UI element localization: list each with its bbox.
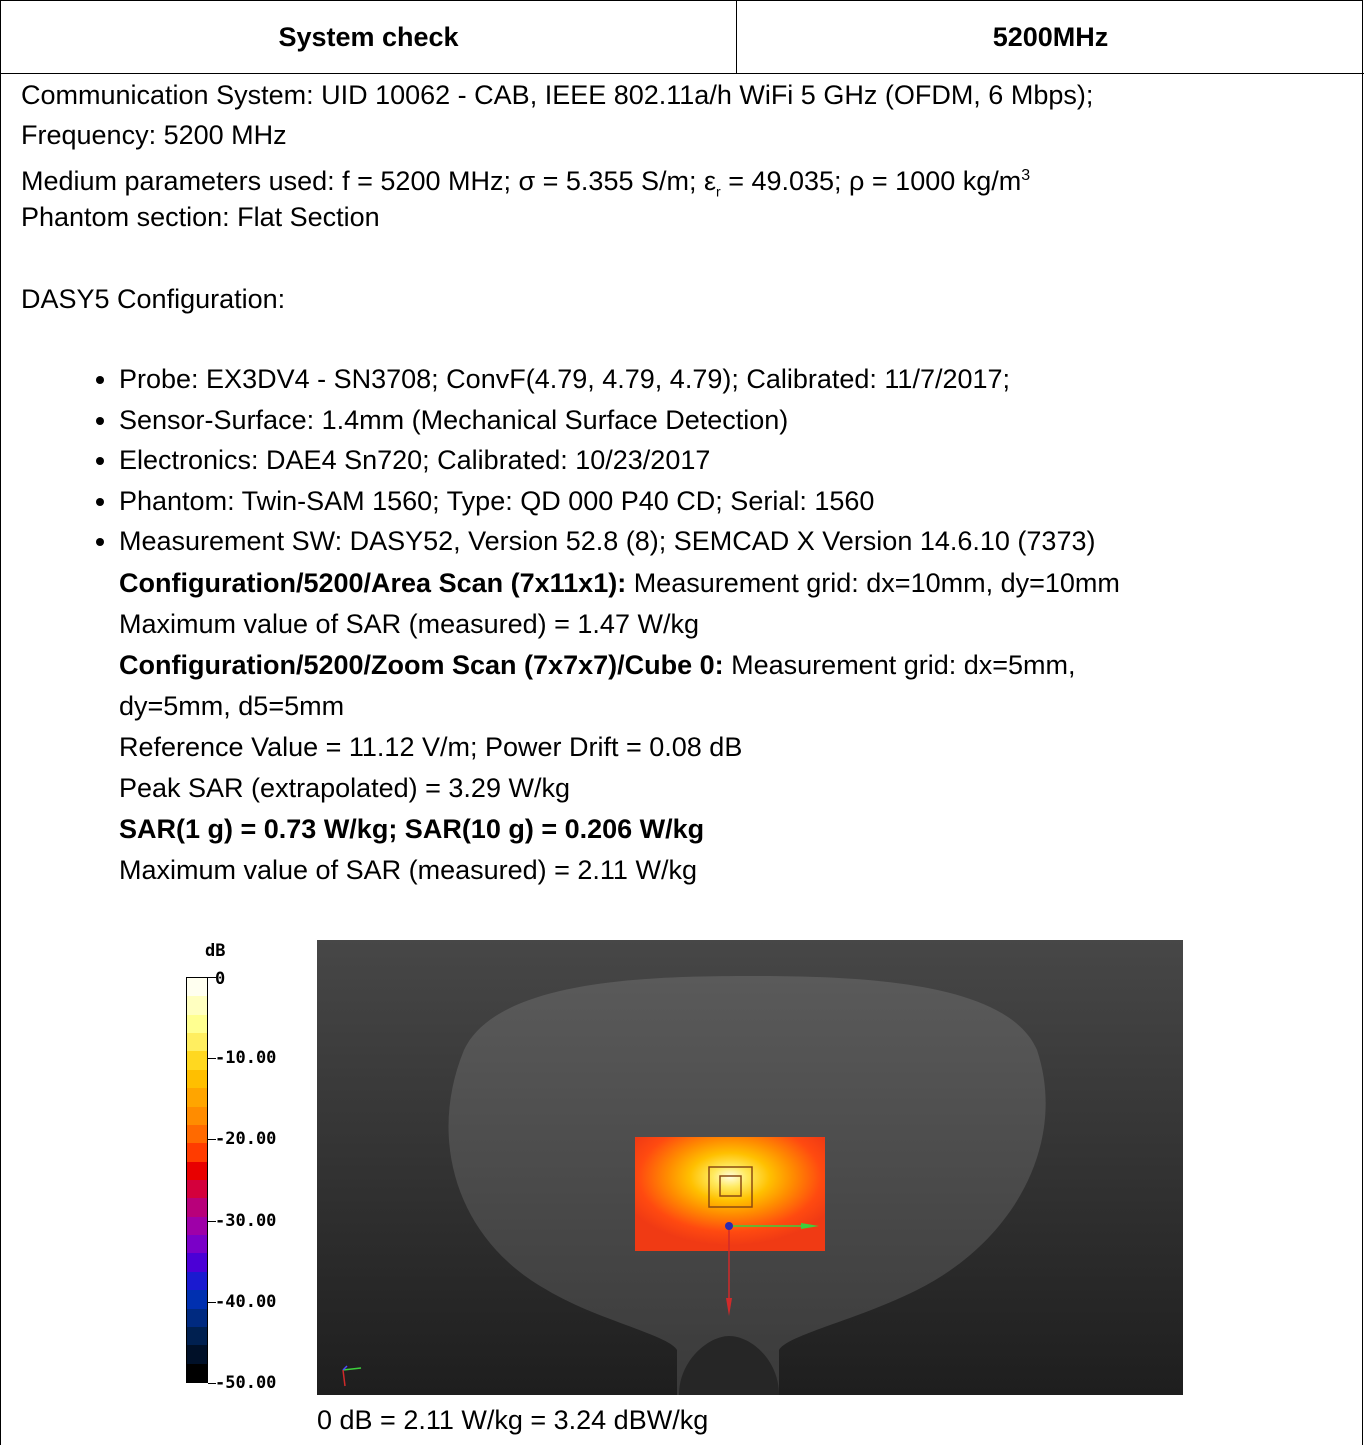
colorbar-segment — [187, 978, 207, 997]
zoom-grid-cont-text: dy=5mm, d5=5mm — [119, 691, 345, 721]
mini-axis-z — [342, 1365, 348, 1371]
colorbar-segment — [187, 1253, 207, 1273]
list-item: Probe: EX3DV4 - SN3708; ConvF(4.79, 4.79… — [119, 359, 1095, 400]
list-item: Phantom: Twin-SAM 1560; Type: QD 000 P40… — [119, 481, 1095, 522]
colorbar-segment — [187, 1106, 207, 1126]
origin-dot — [725, 1222, 733, 1230]
zoom-max-text: Maximum value of SAR (measured) = 2.11 W… — [119, 855, 697, 885]
colorbar-tick-label: -20.00 — [215, 1129, 277, 1150]
colorbar-segment — [187, 1345, 207, 1365]
area-scan-title: Configuration/5200/Area Scan (7x11x1): — [119, 568, 627, 598]
peak-sar-text: Peak SAR (extrapolated) = 3.29 W/kg — [119, 773, 570, 803]
area-max-text: Maximum value of SAR (measured) = 1.47 W… — [119, 609, 699, 639]
colorbar-segment — [187, 1124, 207, 1144]
mini-axis-y — [342, 1367, 362, 1371]
medium-prefix: Medium parameters used: f = 5200 MHz; σ … — [21, 166, 717, 196]
sar-result-text: SAR(1 g) = 0.73 W/kg; SAR(10 g) = 0.206 … — [119, 814, 705, 844]
colorbar-tick-mark — [208, 977, 216, 978]
medium-sup: 3 — [1021, 167, 1031, 184]
colorbar-segment — [187, 996, 207, 1016]
phantom-section-text: Phantom section: Flat Section — [21, 202, 380, 232]
medium-params-text: Medium parameters used: f = 5200 MHz; σ … — [21, 160, 1030, 207]
colorbar — [186, 977, 208, 1383]
colorbar-segment — [187, 1180, 207, 1199]
axis-x-arrowhead — [726, 1298, 732, 1316]
header-system-check: System check — [1, 1, 737, 74]
colorbar-segment — [187, 1161, 207, 1181]
reference-value-text: Reference Value = 11.12 V/m; Power Drift… — [119, 732, 743, 762]
colorbar-segment — [187, 1290, 207, 1310]
zoom-cube-outer — [708, 1166, 753, 1208]
colorbar-tick-label: -10.00 — [215, 1048, 277, 1069]
colorbar-tick-mark — [208, 1220, 216, 1222]
colorbar-segment — [187, 1033, 207, 1053]
colorbar-segment — [187, 1088, 207, 1108]
header-frequency: 5200MHz — [737, 1, 1364, 74]
zoom-scan-line: Configuration/5200/Zoom Scan (7x7x7)/Cub… — [119, 649, 1076, 681]
colorbar-tick-label: -50.00 — [215, 1373, 277, 1393]
config-list: Probe: EX3DV4 - SN3708; ConvF(4.79, 4.79… — [63, 359, 1095, 562]
medium-mid: = 49.035; ρ = 1000 kg/m — [720, 166, 1022, 196]
dasy-config-heading: DASY5 Configuration: — [21, 284, 286, 314]
colorbar-segment — [187, 1216, 207, 1236]
colorbar-segment — [187, 1326, 207, 1346]
colorbar-segment — [187, 1014, 207, 1034]
plot-caption: 0 dB = 2.11 W/kg = 3.24 dBW/kg — [317, 1405, 709, 1435]
area-scan-grid: Measurement grid: dx=10mm, dy=10mm — [626, 568, 1120, 598]
phantom-notch — [679, 1336, 779, 1395]
medium-sub: r — [716, 183, 721, 200]
mini-axis-x — [342, 1369, 346, 1387]
frequency-text: Frequency: 5200 MHz — [21, 120, 287, 150]
list-item: Sensor-Surface: 1.4mm (Mechanical Surfac… — [119, 400, 1095, 441]
zoom-scan-title: Configuration/5200/Zoom Scan (7x7x7)/Cub… — [119, 650, 724, 680]
colorbar-tick-mark — [208, 1139, 216, 1141]
colorbar-tick-label: -40.00 — [215, 1291, 277, 1312]
colorbar-tick-mark — [208, 1058, 216, 1060]
sar-distribution-plot — [317, 940, 1183, 1395]
colorbar-segment — [187, 1198, 207, 1218]
comm-system-text: Communication System: UID 10062 - CAB, I… — [21, 80, 1094, 110]
list-item: Measurement SW: DASY52, Version 52.8 (8)… — [119, 521, 1095, 562]
colorbar-segment — [187, 1051, 207, 1071]
colorbar-tick-mark — [208, 1383, 216, 1384]
colorbar-unit: dB — [205, 941, 226, 961]
colorbar-segment — [187, 1271, 207, 1291]
colorbar-tick-label: 0 — [215, 969, 226, 989]
zoom-cube-inner — [719, 1175, 742, 1197]
colorbar-segment — [187, 1069, 207, 1089]
axis-y-arrowhead — [801, 1223, 819, 1229]
list-item: Electronics: DAE4 Sn720; Calibrated: 10/… — [119, 440, 1095, 481]
zoom-scan-grid: Measurement grid: dx=5mm, — [723, 650, 1076, 680]
colorbar-segment — [187, 1308, 207, 1328]
colorbar-segment — [187, 1143, 207, 1163]
area-scan-line: Configuration/5200/Area Scan (7x11x1): M… — [119, 567, 1120, 599]
colorbar-segment — [187, 1363, 207, 1382]
colorbar-segment — [187, 1235, 207, 1255]
colorbar-tick-label: -30.00 — [215, 1210, 277, 1231]
colorbar-tick-mark — [208, 1301, 216, 1303]
sar-area-scan — [635, 1137, 825, 1251]
